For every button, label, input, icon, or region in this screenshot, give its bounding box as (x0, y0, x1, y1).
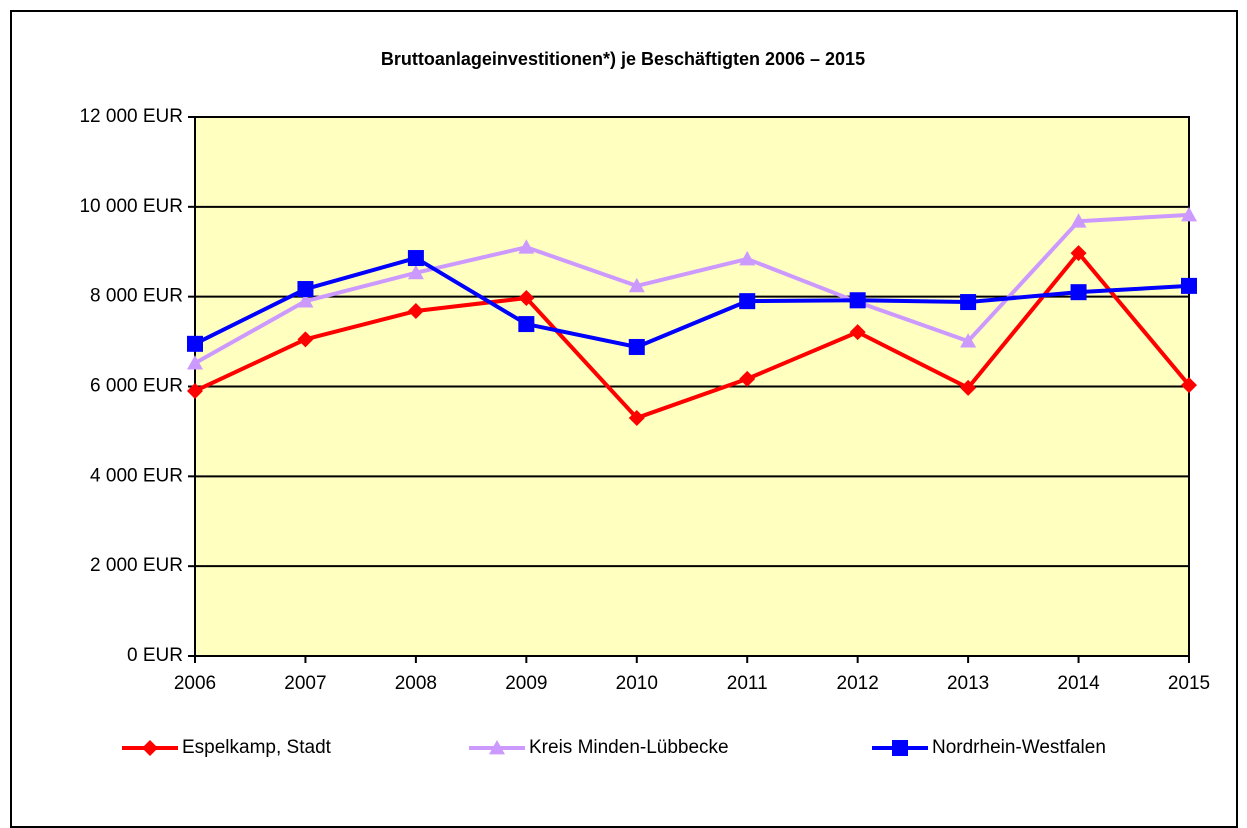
marker (518, 316, 535, 333)
marker (1181, 206, 1197, 222)
marker (892, 740, 908, 756)
marker (142, 740, 158, 756)
marker (739, 293, 756, 310)
marker (628, 277, 645, 293)
marker (407, 303, 424, 320)
x-tick-label: 2008 (395, 673, 437, 694)
marker (187, 335, 203, 352)
marker (489, 740, 505, 755)
marker (187, 355, 203, 370)
marker (297, 281, 314, 298)
marker (1070, 245, 1087, 262)
x-tick-label: 2012 (837, 673, 879, 694)
y-tick-label: 4 000 EUR (90, 465, 183, 486)
marker (849, 324, 866, 341)
marker (1070, 213, 1087, 228)
y-tick-label: 2 000 EUR (90, 555, 183, 576)
chart-title: Bruttoanlageinvestitionen*) je Beschäfti… (381, 49, 865, 69)
marker (628, 409, 645, 426)
y-tick-label: 12 000 EUR (79, 106, 183, 127)
x-tick-label: 2015 (1168, 673, 1210, 694)
marker (739, 250, 756, 266)
series-line (194, 212, 1190, 365)
legend-label: Espelkamp, Stadt (182, 737, 332, 758)
marker (849, 292, 866, 309)
marker (297, 331, 314, 348)
marker (1181, 277, 1197, 294)
y-tick-label: 10 000 EUR (79, 196, 183, 217)
marker (187, 382, 203, 399)
marker (960, 379, 977, 396)
x-tick-label: 2011 (727, 673, 768, 694)
series-line (194, 256, 1190, 349)
marker (518, 239, 535, 254)
marker (960, 294, 977, 311)
x-tick-label: 2014 (1057, 673, 1100, 694)
series-line (194, 251, 1191, 420)
y-tick-label: 0 EUR (127, 645, 183, 666)
marker (407, 250, 424, 267)
marker (1070, 284, 1087, 301)
marker (739, 370, 756, 387)
x-tick-label: 2010 (616, 673, 658, 694)
marker (297, 293, 314, 308)
y-tick-label: 8 000 EUR (90, 286, 183, 307)
marker (1181, 377, 1197, 394)
x-tick-label: 2006 (174, 673, 216, 694)
marker (407, 264, 424, 280)
legend-label: Nordrhein-Westfalen (932, 737, 1106, 758)
x-tick-label: 2009 (505, 673, 547, 694)
y-tick-label: 6 000 EUR (90, 376, 183, 397)
x-tick-label: 2007 (284, 673, 326, 694)
legend-label: Kreis Minden-Lübbecke (529, 737, 729, 758)
marker (518, 290, 535, 307)
marker (960, 333, 977, 348)
x-tick-label: 2013 (947, 673, 989, 694)
marker (628, 338, 645, 355)
